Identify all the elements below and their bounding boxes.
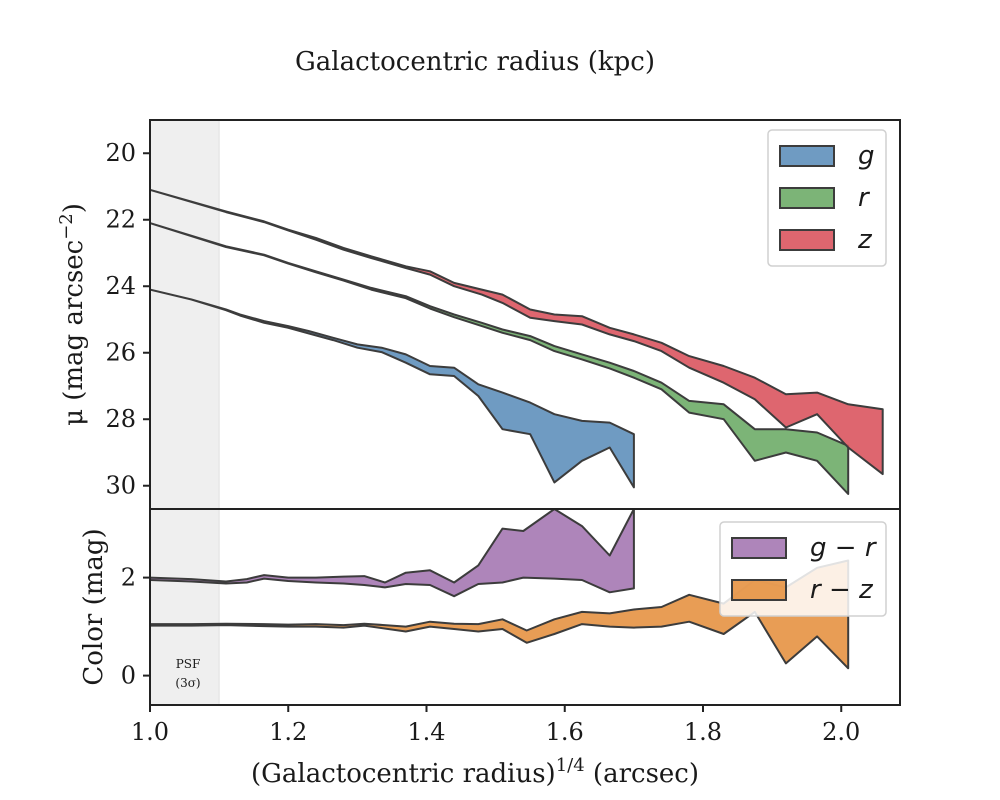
x-tick-label: 1.4 <box>407 718 445 746</box>
x-tick-label: 1.2 <box>269 718 307 746</box>
profile-legend-swatch-0 <box>779 145 835 167</box>
profile-panel <box>150 188 884 495</box>
color-frame <box>149 508 901 706</box>
profile-legend-label-1: r <box>858 183 871 213</box>
color-band-1 <box>150 559 850 670</box>
psf-label-line1: PSF <box>176 657 201 671</box>
profile-band-0 <box>150 288 635 489</box>
profile-y-tick-label: 24 <box>105 272 136 300</box>
psf-region <box>149 119 220 706</box>
x-axis-title: (Galactocentric radius)1/4 (arcsec) <box>251 755 699 789</box>
color-y-axis-title: Color (mag) <box>79 528 109 685</box>
profile-y-axis-title: μ (mag arcsec−2) <box>56 203 89 426</box>
profile-legend-label-2: z <box>857 225 873 255</box>
psf-label-line2: (3σ) <box>175 676 200 690</box>
profile-legend-swatch-1 <box>779 187 835 209</box>
profile-y-tick-label: 26 <box>105 339 136 367</box>
profile-band-1 <box>150 222 850 495</box>
color-legend-label-1: r − z <box>810 575 874 605</box>
profile-band-2 <box>150 188 884 476</box>
x-tick-label: 1.8 <box>684 718 722 746</box>
profile-legend-label-0: g <box>858 141 875 171</box>
color-band-0 <box>150 509 635 598</box>
profile-y-tick-label: 22 <box>105 206 136 234</box>
x-tick-label: 1.6 <box>546 718 584 746</box>
color-legend-swatch-0 <box>731 537 787 559</box>
x-tick-label: 2.0 <box>822 718 860 746</box>
profile-y-tick-label: 28 <box>105 405 136 433</box>
color-y-tick-label: 0 <box>121 662 136 690</box>
color-y-tick-label: 2 <box>121 564 136 592</box>
profile-y-tick-label: 20 <box>105 139 136 167</box>
axes: 2022242628301020305075100Galactocentric … <box>56 47 901 789</box>
color-bands <box>150 509 850 670</box>
x-tick-label: 1.0 <box>131 718 169 746</box>
color-panel <box>150 509 850 670</box>
profile-legend-swatch-2 <box>779 229 835 251</box>
color-legend-swatch-1 <box>731 579 787 601</box>
color-legend-label-0: g − r <box>810 533 878 563</box>
kpc-axis-title: Galactocentric radius (kpc) <box>295 47 655 77</box>
profile-bands <box>150 188 884 495</box>
profile-y-tick-label: 30 <box>105 472 136 500</box>
